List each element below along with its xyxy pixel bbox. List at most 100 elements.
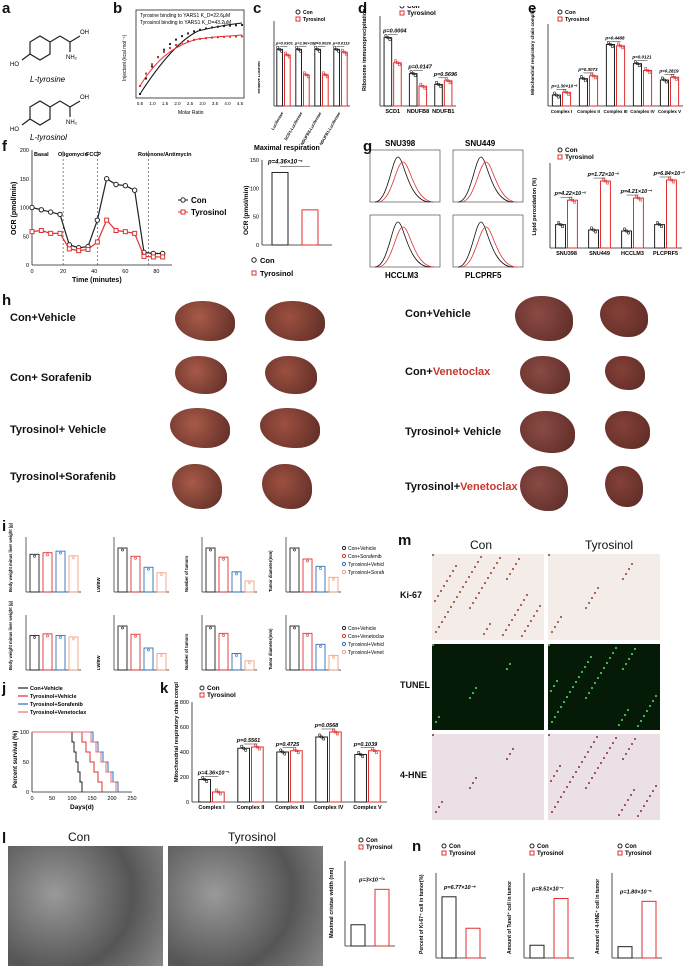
itc-xtick: 1.0: [149, 101, 156, 106]
category-label: Complex III: [275, 805, 305, 811]
legend-con: Con: [366, 838, 378, 844]
legend-marker: [341, 553, 347, 559]
legend-top-label: Con+Vehicle: [348, 546, 376, 552]
dot-tyr: [398, 63, 401, 67]
itc-point-tyrosine: [181, 35, 183, 38]
category-label: NDUFB1: [432, 109, 454, 115]
panel-i-tumor-metrics: Body weight minus liver weight (g) LW/BW N…: [8, 522, 384, 671]
dot-tyr: [671, 74, 674, 77]
histogram-con: [374, 156, 431, 203]
dot-con: [623, 227, 627, 231]
dot-tyr: [326, 75, 329, 79]
max-resp-title: Maximal respiration: [254, 145, 320, 152]
panel-c-luciferase-chart: p=0.0301 Luciferase p=1.96×10⁻⁵ SCD1-Lucife…: [258, 9, 350, 146]
dot-con: [627, 231, 631, 235]
max-ylabel: OCR (pmol/min): [243, 186, 250, 235]
dot-tyr: [563, 89, 566, 92]
histogram-frame: [452, 214, 524, 268]
bar-con: [605, 44, 616, 107]
bar: [143, 566, 154, 593]
itc-point-tyrosinol: [163, 50, 165, 53]
dot-tyr: [675, 78, 678, 81]
bar-con: [551, 94, 561, 107]
dot-tyr: [590, 72, 593, 76]
category-label: HCCLM3: [621, 251, 644, 257]
legend-tyr: Tyrosinol: [260, 269, 293, 278]
category-label: Complex I: [198, 805, 225, 811]
bar-tyr: [341, 51, 348, 107]
bar-tyr: [589, 75, 599, 107]
bar: [302, 558, 313, 593]
legend-tyr: Tyrosinol: [565, 154, 594, 161]
bar: [29, 553, 40, 593]
legend-con-marker: [529, 843, 535, 849]
p-value: p=6.77×10⁻⁸: [443, 884, 477, 891]
legend-top-label: Tyrosinol+Sorafenib: [348, 570, 384, 576]
dot-tyr: [343, 50, 346, 54]
bar-tyr: [562, 91, 572, 107]
category-label: PLCPRF5: [653, 251, 678, 257]
bar-con: [237, 747, 251, 803]
ocr-point-con: [29, 204, 35, 211]
dot: [248, 581, 251, 585]
legend-tyr: Tyrosinol: [449, 851, 476, 857]
dot: [147, 648, 150, 652]
bar-con: [654, 224, 665, 249]
itc-point-tyrosinol: [217, 36, 219, 39]
legend-tyr: Tyrosinol: [407, 10, 436, 17]
p-value: p=0.3073: [577, 67, 598, 72]
dot-con: [318, 49, 322, 53]
legend-tyr: Tyrosinol: [207, 692, 236, 699]
bar: [289, 547, 300, 593]
dot: [235, 572, 238, 576]
dot: [46, 553, 49, 557]
dot-tyr: [324, 73, 327, 77]
bar-tyr: [641, 900, 657, 959]
ocr-point-con: [131, 187, 138, 193]
histology-column-label: Tyrosinol: [585, 538, 634, 552]
legend-bottom-label: Con+Vehicle: [348, 626, 376, 632]
bar: [244, 660, 255, 671]
dot-con: [561, 225, 565, 229]
ocr-point-tyr: [160, 254, 166, 260]
category-label: Complex II: [577, 109, 600, 114]
dot-con: [413, 74, 417, 78]
dot-con: [283, 752, 287, 756]
dot-tyr: [668, 176, 671, 180]
legend-tyr: Tyrosinol: [191, 208, 226, 217]
bar: [42, 633, 53, 671]
panel-label-j: j: [2, 680, 7, 697]
dot: [59, 551, 62, 555]
legend-con-marker: [295, 9, 301, 15]
dot-tyr: [375, 751, 378, 755]
legend-tyr: Tyrosinol: [625, 851, 652, 857]
itc-point-tyrosinol: [193, 38, 195, 41]
legend-tyr-marker: [180, 209, 186, 215]
legend-label: Tyrosinol+Sorafenib: [30, 702, 84, 708]
legend-tyr-marker: [617, 850, 623, 856]
bar-con: [632, 63, 643, 107]
dot-tyr: [421, 84, 425, 88]
dot-con: [279, 748, 283, 752]
p-value: p=8.51×10⁻⁷: [531, 887, 565, 893]
p-value: p=0.0026: [313, 40, 332, 45]
ocr-point-con: [38, 207, 45, 213]
dot-con: [203, 778, 207, 782]
tem-image: [168, 846, 323, 966]
itc-point-tyrosinol: [235, 35, 237, 38]
dot-con: [581, 77, 585, 81]
dot-con: [606, 40, 610, 44]
ocr-ytick: 200: [20, 148, 29, 154]
bar: [117, 625, 128, 671]
y-tick: 0: [186, 800, 189, 806]
itc-point-tyrosine: [241, 23, 243, 26]
itc-point-tyrosinol: [175, 44, 177, 47]
x-tick: 150: [87, 796, 96, 802]
survival-curve: [32, 731, 83, 792]
bar: [289, 625, 300, 671]
itc-legend-2: Tyrosinol binding to YARS1 K_D=43.2μM: [140, 20, 231, 26]
bar-con: [383, 37, 393, 107]
dot: [332, 655, 335, 659]
itc-point-tyrosinol: [145, 72, 147, 75]
ocr-point-con: [113, 181, 119, 188]
